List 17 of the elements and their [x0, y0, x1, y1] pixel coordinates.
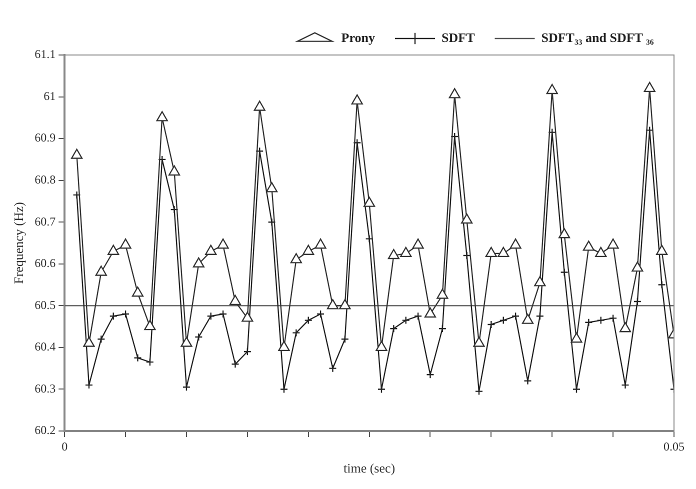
- y-tick-label: 61: [44, 88, 56, 103]
- y-tick-label: 60.5: [34, 298, 56, 312]
- x-axis-title: time (sec): [343, 460, 396, 476]
- legend-label: SDFT₃₃ and SDFT ₃₆: [541, 30, 654, 45]
- y-axis-title: Frequency (Hz): [11, 202, 26, 284]
- legend-label: SDFT: [442, 30, 476, 45]
- y-tick-label: 60.6: [34, 256, 56, 270]
- legend-label: Prony: [341, 30, 376, 45]
- y-tick-label: 61.1: [34, 47, 56, 62]
- x-tick-label: 0.05: [664, 439, 684, 454]
- y-tick-label: 60.3: [34, 381, 56, 396]
- y-tick-label: 60.9: [34, 130, 56, 145]
- x-tick-label: 0: [62, 439, 68, 454]
- y-tick-label: 60.8: [34, 172, 56, 186]
- y-tick-label: 60.7: [34, 214, 56, 228]
- y-tick-label: 60.2: [34, 423, 56, 438]
- y-tick-label: 60.4: [34, 340, 56, 354]
